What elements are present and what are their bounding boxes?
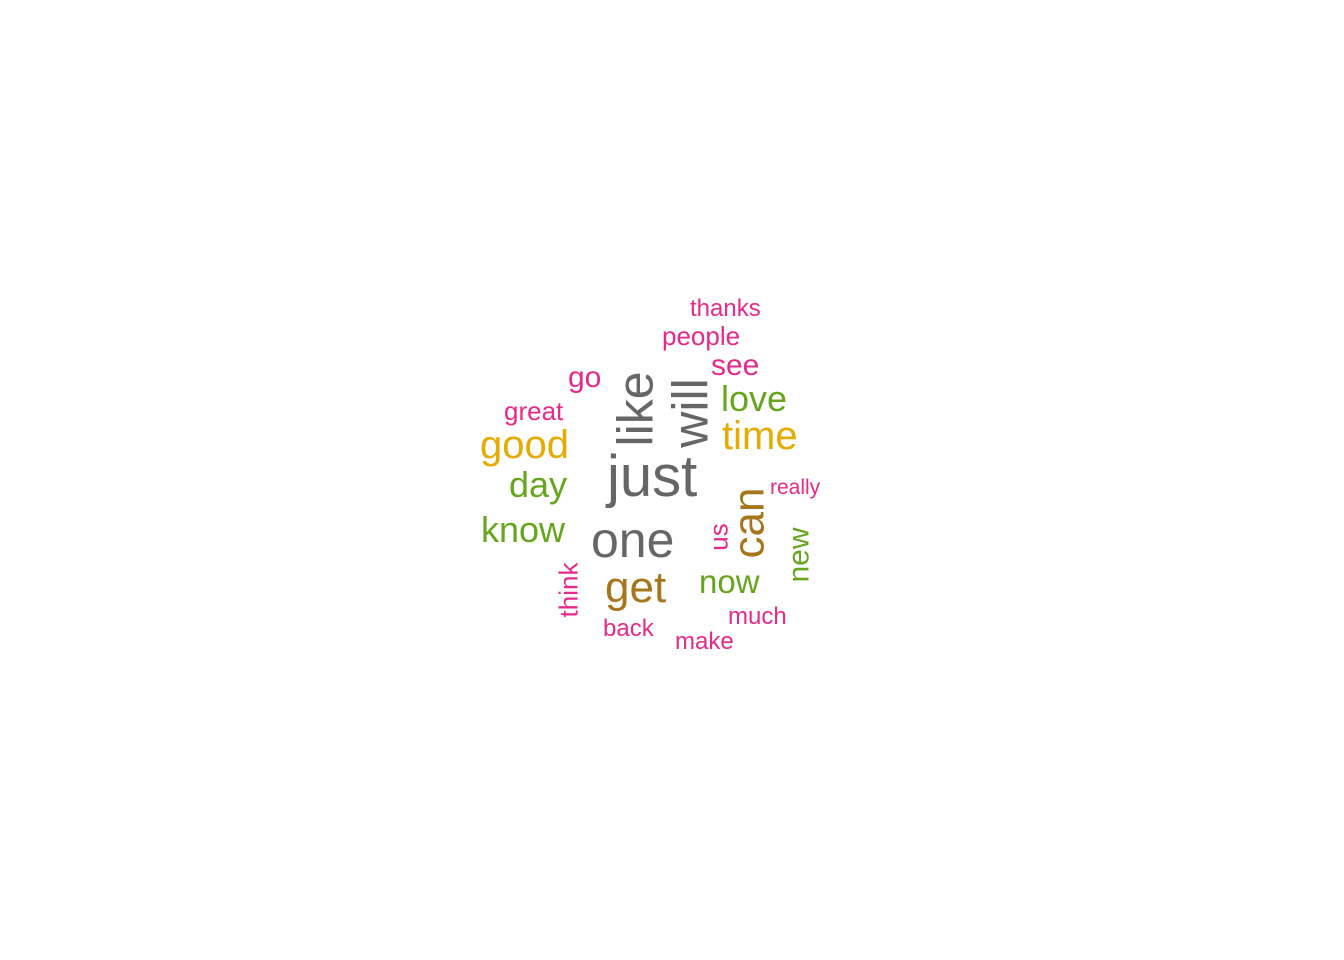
word-now: now <box>699 563 760 600</box>
word-know: know <box>481 509 566 550</box>
word-really: really <box>770 476 821 499</box>
word-think: think <box>553 562 584 618</box>
word-back: back <box>603 615 654 642</box>
word-just: just <box>607 444 698 509</box>
word-people: people <box>662 321 741 351</box>
word-us: us <box>703 523 734 551</box>
word-new: new <box>782 527 816 583</box>
word-thanks: thanks <box>690 295 761 322</box>
word-one: one <box>591 512 675 568</box>
word-make: make <box>675 628 734 655</box>
word-much: much <box>728 603 787 630</box>
word-get: get <box>605 563 667 612</box>
word-day: day <box>509 464 568 505</box>
word-see: see <box>711 349 760 382</box>
word-love: love <box>721 378 788 419</box>
word-like: like <box>607 371 664 447</box>
word-good: good <box>480 423 569 467</box>
word-time: time <box>722 414 798 458</box>
word-can: can <box>724 487 774 559</box>
word-great: great <box>504 396 564 426</box>
word-will: will <box>662 378 719 448</box>
word-go: go <box>568 361 602 394</box>
